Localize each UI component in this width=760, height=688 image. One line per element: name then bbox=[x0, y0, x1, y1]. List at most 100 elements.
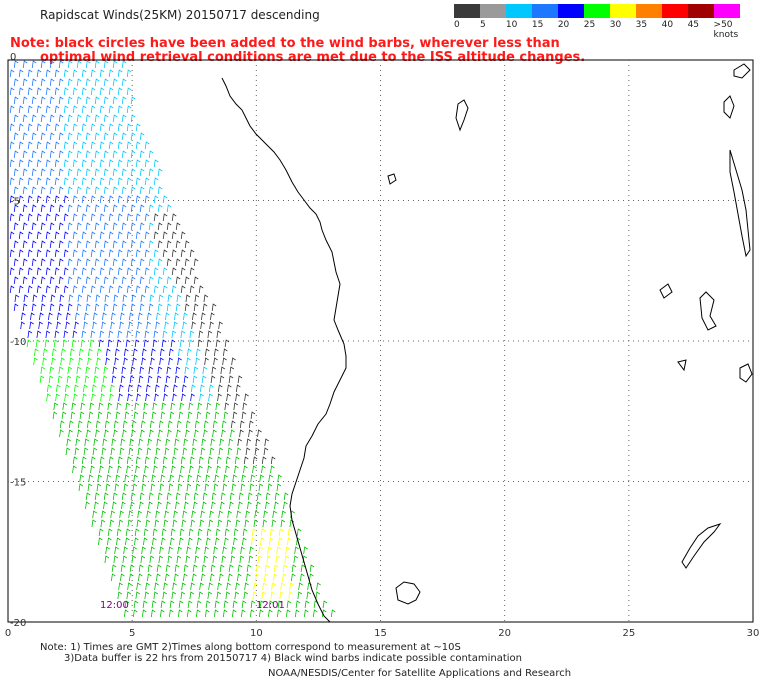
wind-barb bbox=[46, 384, 52, 393]
wind-barb bbox=[22, 276, 28, 285]
wind-barb bbox=[135, 213, 141, 222]
wind-barb bbox=[225, 465, 230, 474]
wind-barb bbox=[58, 96, 64, 105]
wind-barb bbox=[99, 267, 105, 276]
wind-barb bbox=[181, 582, 186, 591]
wind-barb bbox=[94, 204, 100, 213]
wind-barb bbox=[139, 303, 145, 312]
wind-barb bbox=[172, 582, 177, 591]
wind-barb bbox=[9, 231, 15, 240]
wind-barb bbox=[112, 96, 118, 105]
wind-barb bbox=[101, 321, 106, 330]
wind-barb bbox=[116, 528, 122, 537]
wind-barb bbox=[113, 555, 119, 564]
wind-barb bbox=[49, 303, 55, 312]
wind-barb bbox=[72, 87, 78, 96]
wind-barb bbox=[90, 249, 96, 258]
wind-barb bbox=[236, 573, 242, 582]
wind-barb bbox=[180, 267, 186, 276]
x-tick-label: 5 bbox=[129, 628, 135, 639]
wind-barb bbox=[303, 546, 308, 555]
wind-barb bbox=[195, 609, 201, 618]
wind-barb bbox=[161, 339, 167, 348]
wind-barb bbox=[266, 555, 272, 564]
wind-barb bbox=[228, 438, 234, 447]
wind-barb bbox=[169, 411, 175, 420]
wind-barb bbox=[53, 339, 59, 348]
wind-barb bbox=[248, 420, 254, 429]
wind-barb bbox=[157, 501, 162, 510]
wind-barb bbox=[140, 294, 146, 303]
wind-barb bbox=[94, 366, 100, 375]
wind-barb bbox=[190, 393, 195, 402]
wind-barb bbox=[38, 321, 43, 330]
wind-barb bbox=[13, 60, 19, 69]
wind-barb bbox=[103, 78, 109, 87]
wind-barb bbox=[104, 420, 110, 429]
wind-barb bbox=[85, 168, 91, 177]
wind-barbs bbox=[9, 60, 336, 618]
wind-barb bbox=[58, 114, 64, 123]
wind-barb bbox=[121, 222, 127, 231]
wind-barb bbox=[263, 510, 268, 519]
wind-barb bbox=[107, 339, 113, 348]
wind-barb bbox=[52, 411, 58, 420]
wind-barb bbox=[66, 312, 71, 321]
wind-barb bbox=[189, 267, 195, 276]
wind-barb bbox=[49, 60, 55, 69]
wind-barb bbox=[49, 186, 55, 195]
wind-barb bbox=[144, 591, 150, 600]
wind-barb bbox=[112, 186, 118, 195]
wind-barb bbox=[45, 249, 51, 258]
wind-barb bbox=[72, 195, 78, 204]
wind-barb bbox=[177, 348, 183, 357]
wind-barb bbox=[201, 564, 207, 573]
wind-barb bbox=[147, 438, 153, 447]
wind-barb bbox=[85, 60, 91, 69]
wind-barb bbox=[242, 402, 248, 411]
wind-barb bbox=[155, 510, 160, 519]
wind-barb bbox=[274, 492, 280, 501]
wind-barb bbox=[119, 573, 125, 582]
legend-label: 10 bbox=[505, 20, 518, 30]
wind-barb bbox=[117, 591, 123, 600]
wind-barb bbox=[176, 294, 182, 303]
wind-barb bbox=[126, 231, 132, 240]
wind-barb bbox=[74, 447, 80, 456]
wind-barb bbox=[213, 483, 219, 492]
wind-barb bbox=[85, 150, 91, 159]
wind-barb bbox=[149, 294, 155, 303]
wind-barb bbox=[138, 375, 144, 384]
wind-barb bbox=[112, 222, 118, 231]
wind-barb bbox=[126, 177, 132, 186]
wind-barb bbox=[130, 222, 136, 231]
wind-barb bbox=[222, 357, 227, 366]
wind-barb bbox=[99, 159, 105, 168]
wind-barb bbox=[180, 231, 186, 240]
legend-swatch bbox=[688, 4, 714, 18]
wind-barb bbox=[79, 411, 85, 420]
wind-barb bbox=[177, 546, 182, 555]
wind-barb bbox=[65, 447, 71, 456]
wind-barb bbox=[186, 348, 192, 357]
wind-barb bbox=[57, 312, 62, 321]
wind-barb bbox=[103, 204, 109, 213]
wind-barb bbox=[300, 564, 306, 573]
wind-barb bbox=[143, 339, 149, 348]
wind-barb bbox=[244, 519, 250, 528]
wind-barb bbox=[48, 375, 54, 384]
inland-water-2 bbox=[387, 173, 397, 185]
wind-barb bbox=[97, 411, 103, 420]
wind-barb bbox=[163, 519, 169, 528]
wind-barb bbox=[99, 123, 105, 132]
wind-barb bbox=[81, 456, 87, 465]
wind-barb bbox=[171, 591, 177, 600]
wind-barb bbox=[195, 357, 200, 366]
wind-barb bbox=[78, 357, 83, 366]
wind-barb bbox=[90, 69, 96, 78]
wind-barb bbox=[192, 375, 198, 384]
wind-barb bbox=[72, 141, 78, 150]
wind-barb bbox=[130, 168, 136, 177]
wind-barb bbox=[94, 492, 100, 501]
map-title: Rapidscat Winds(25KM) 20150717 descendin… bbox=[40, 8, 320, 22]
